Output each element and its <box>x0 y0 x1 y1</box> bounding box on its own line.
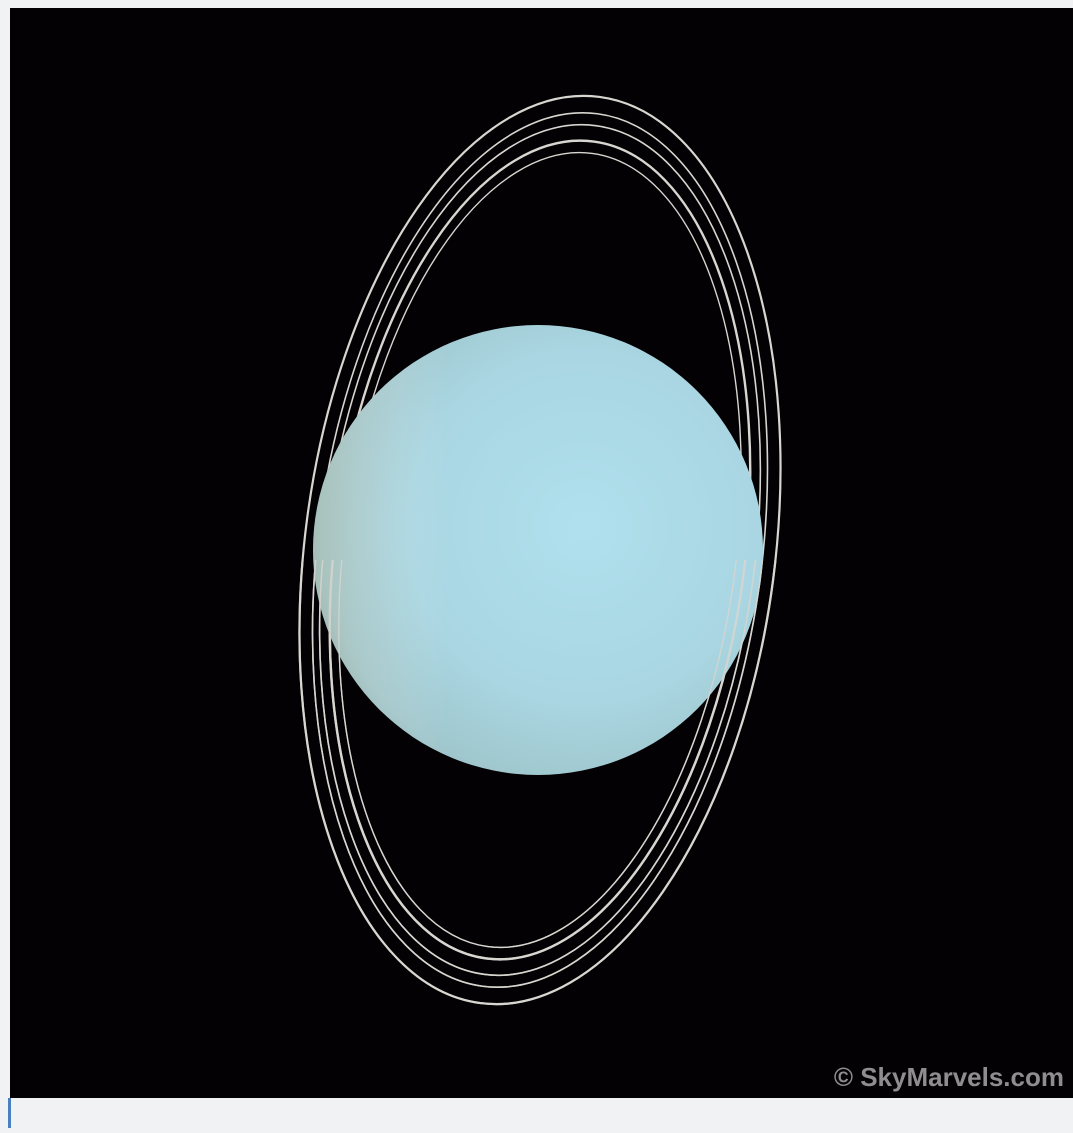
image-credit: © SkyMarvels.com <box>834 1062 1064 1092</box>
edge-mark <box>8 1098 11 1128</box>
rings-front <box>298 560 782 1006</box>
planet-shade <box>313 325 763 775</box>
